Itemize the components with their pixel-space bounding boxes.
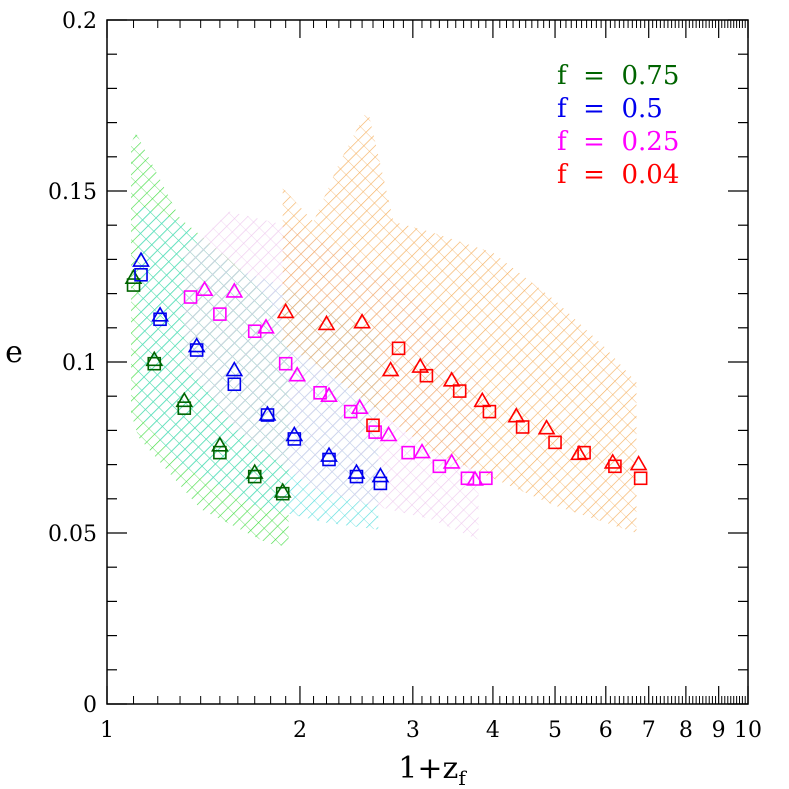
square-point-series-2 xyxy=(479,471,493,486)
y-tick-label: 0 xyxy=(83,693,97,718)
triangle-point-series-2 xyxy=(379,425,398,442)
x-tick-label: 9 xyxy=(712,718,726,743)
triangle-point-series-1 xyxy=(187,336,206,353)
triangle-point-series-1 xyxy=(285,425,304,442)
square-point-series-0 xyxy=(177,401,192,415)
triangle-point-series-0 xyxy=(273,482,292,498)
triangle-point-series-0 xyxy=(245,463,264,479)
x-tick-label: 7 xyxy=(642,718,656,743)
triangle-point-series-3 xyxy=(570,444,588,461)
legend-entry-1: f = 0.5 xyxy=(557,94,663,124)
square-point-series-2 xyxy=(278,356,293,371)
square-point-series-0 xyxy=(126,278,141,292)
square-point-series-3 xyxy=(548,435,562,450)
y-tick-label: 0.15 xyxy=(48,180,97,205)
triangle-point-series-3 xyxy=(473,391,492,408)
triangle-point-series-3 xyxy=(411,357,430,373)
triangle-point-series-3 xyxy=(603,453,622,469)
square-point-series-1 xyxy=(134,267,148,282)
axes: 1 2 3 4 5 6 7 8 9 10 0 0.05 0.1 0.15 0.2 xyxy=(48,9,762,743)
triangle-point-series-1 xyxy=(132,251,150,267)
x-tick-label: 5 xyxy=(548,718,562,743)
x-tick-label: 10 xyxy=(734,718,762,743)
square-point-series-2 xyxy=(247,324,262,339)
triangle-point-series-2 xyxy=(257,318,275,334)
triangle-point-series-1 xyxy=(347,463,366,479)
square-point-series-1 xyxy=(260,408,275,422)
y-tick-label: 0.1 xyxy=(62,351,97,376)
triangle-point-series-3 xyxy=(629,454,648,471)
square-point-series-3 xyxy=(366,418,380,433)
x-axis-title-main: 1+z xyxy=(398,751,458,786)
x-tick-label: 3 xyxy=(406,718,420,743)
triangle-point-series-1 xyxy=(371,466,390,483)
triangle-point-series-3 xyxy=(381,360,400,377)
square-point-series-2 xyxy=(368,425,382,439)
square-point-series-2 xyxy=(343,404,358,419)
square-point-series-3 xyxy=(633,471,648,486)
square-point-series-2 xyxy=(401,445,415,460)
x-tick-label: 2 xyxy=(293,718,307,743)
triangle-point-series-2 xyxy=(442,453,461,469)
triangle-point-series-2 xyxy=(225,282,244,298)
x-tick-label: 1 xyxy=(100,718,114,743)
confidence-bands xyxy=(131,108,637,547)
y-tick-label: 0.05 xyxy=(48,522,97,547)
data-points xyxy=(124,251,648,501)
triangle-point-series-2 xyxy=(350,398,369,415)
triangle-point-series-1 xyxy=(320,446,338,462)
y-axis-title: e xyxy=(5,335,23,370)
legend-entry-0: f = 0.75 xyxy=(557,61,679,91)
square-point-series-0 xyxy=(213,445,227,460)
legend-entry-2: f = 0.25 xyxy=(557,127,679,157)
band-crosshatch-3 xyxy=(282,108,637,534)
triangle-point-series-0 xyxy=(145,350,164,367)
triangle-point-series-3 xyxy=(276,302,295,319)
square-point-series-1 xyxy=(227,377,242,392)
triangle-point-series-0 xyxy=(124,268,143,285)
triangle-point-series-3 xyxy=(537,419,556,435)
triangle-point-series-3 xyxy=(442,371,461,387)
triangle-point-series-3 xyxy=(317,314,336,331)
triangle-point-series-2 xyxy=(320,386,338,403)
square-point-series-1 xyxy=(373,476,388,491)
square-point-series-3 xyxy=(391,341,406,356)
square-point-series-2 xyxy=(183,290,198,304)
x-axis-title: 1+zf xyxy=(398,751,467,789)
x-axis-title-subscript: f xyxy=(458,766,467,789)
triangle-point-series-0 xyxy=(175,391,194,408)
x-tick-label: 6 xyxy=(599,718,613,743)
y-tick-label: 0.2 xyxy=(62,9,97,34)
x-tick-label: 8 xyxy=(679,718,693,743)
triangle-point-series-0 xyxy=(211,436,229,452)
square-point-series-2 xyxy=(213,307,227,321)
triangle-point-series-1 xyxy=(225,360,244,377)
triangle-point-series-2 xyxy=(288,366,307,382)
triangle-point-series-2 xyxy=(466,470,484,486)
triangle-point-series-3 xyxy=(507,407,526,423)
legend: f = 0.75f = 0.5f = 0.25f = 0.04 xyxy=(557,61,679,190)
triangle-point-series-1 xyxy=(151,306,169,322)
triangle-point-series-2 xyxy=(195,280,214,297)
x-tick-label: 4 xyxy=(486,718,500,743)
triangle-point-series-3 xyxy=(353,313,371,329)
legend-entry-3: f = 0.04 xyxy=(557,160,679,190)
triangle-point-series-2 xyxy=(413,442,431,459)
triangle-point-series-1 xyxy=(258,405,277,421)
